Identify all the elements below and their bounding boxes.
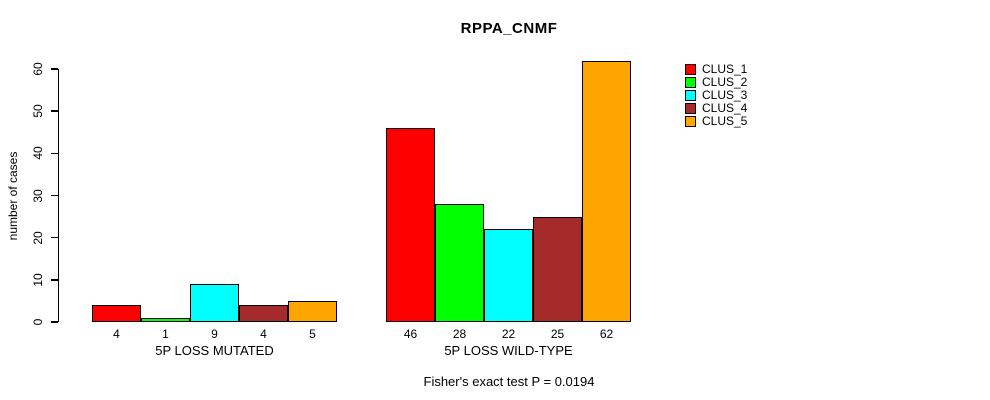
bar-value-label: 9 [211, 327, 218, 341]
bar-value-label: 25 [550, 327, 565, 341]
bar-value-label: 62 [599, 327, 614, 341]
bar-clus_1-group1 [92, 305, 141, 322]
y-axis-tick-label: 50 [31, 104, 45, 118]
y-axis-tick-label: 0 [31, 318, 45, 326]
legend-label: CLUS_3 [702, 88, 748, 102]
bar-value-label: 5 [309, 327, 316, 341]
bar-clus_3-group1 [190, 284, 239, 322]
bar-clus_5-group1 [288, 300, 337, 322]
chart-title: RPPA_CNMF [460, 20, 558, 37]
bar-value-label: 4 [113, 327, 120, 341]
bar-clus_1-group2 [386, 128, 435, 322]
y-axis-tick-label: 40 [31, 146, 45, 161]
y-axis-tick [50, 321, 58, 323]
bar-value-label: 1 [162, 327, 169, 341]
legend-label: CLUS_1 [702, 62, 748, 76]
legend-label: CLUS_5 [702, 114, 748, 128]
legend-swatch-clus_4 [685, 102, 696, 114]
bar-value-label: 4 [260, 327, 267, 341]
footnote-fishers-test: Fisher's exact test P = 0.0194 [423, 374, 595, 389]
bar-value-label: 46 [403, 327, 418, 341]
bar-value-label: 22 [501, 327, 516, 341]
y-axis-tick [50, 236, 58, 239]
y-axis-tick [50, 110, 58, 112]
y-axis-tick-label: 10 [31, 273, 45, 287]
bar-clus_2-group1 [141, 317, 190, 322]
legend-swatch-clus_5 [685, 115, 696, 127]
legend-swatch-clus_1 [685, 63, 696, 75]
bar-clus_4-group1 [239, 305, 288, 322]
y-axis-tick [50, 152, 58, 155]
legend-swatch-clus_2 [685, 76, 696, 88]
legend-label: CLUS_2 [702, 75, 748, 89]
bar-clus_2-group2 [435, 203, 484, 322]
bar-clus_3-group2 [484, 229, 533, 322]
group-label: 5P LOSS MUTATED [155, 343, 274, 358]
y-axis-tick-label: 20 [31, 230, 45, 245]
y-axis-tick [50, 279, 58, 281]
y-axis-tick-label: 30 [31, 188, 45, 203]
group-label: 5P LOSS WILD-TYPE [444, 343, 573, 358]
y-axis-tick [50, 194, 58, 197]
bar-value-label: 28 [452, 327, 467, 341]
y-axis-tick [50, 68, 58, 70]
legend-label: CLUS_4 [702, 101, 748, 115]
y-axis-line [57, 69, 59, 322]
legend-swatch-clus_3 [685, 89, 696, 101]
bar-clus_4-group2 [533, 216, 582, 322]
bar-clus_5-group2 [582, 60, 631, 322]
y-axis-tick-label: 60 [31, 62, 45, 76]
